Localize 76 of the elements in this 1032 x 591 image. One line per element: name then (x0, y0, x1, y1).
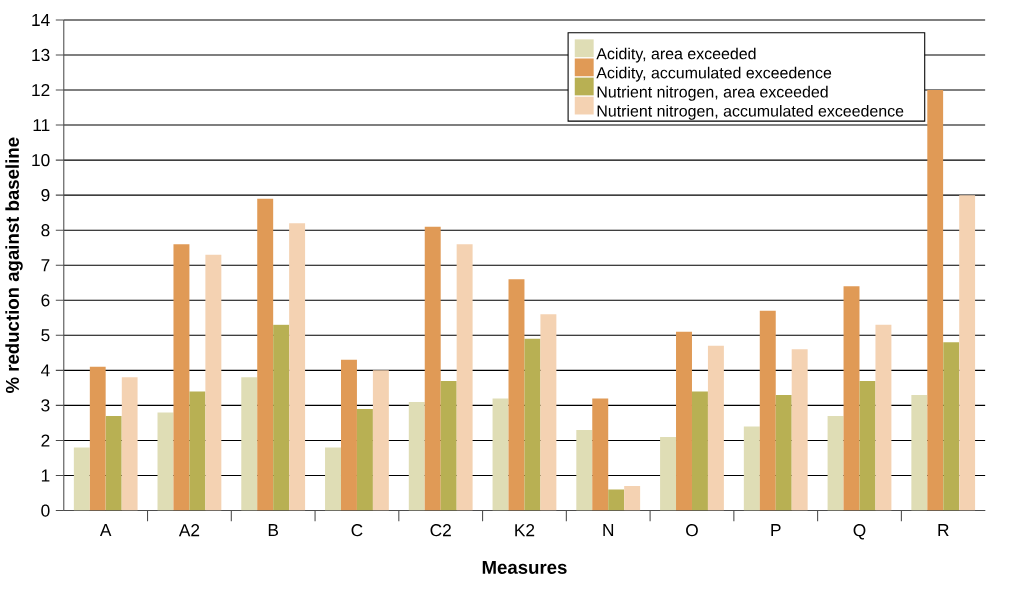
y-axis-title: % reduction against baseline (5, 137, 23, 393)
bar (325, 447, 341, 511)
y-tick-label: 10 (32, 153, 50, 167)
y-tick-label: 9 (41, 188, 50, 202)
x-tick-label: Q (853, 523, 866, 540)
bar (440, 380, 457, 511)
bar (189, 391, 206, 511)
bar (173, 244, 190, 511)
y-tick-label: 1 (41, 469, 50, 482)
bar (121, 377, 138, 511)
bar (492, 398, 509, 511)
x-tick-label: K2 (515, 523, 535, 537)
y-tick-label: 3 (41, 399, 50, 412)
bar (289, 223, 306, 511)
y-tick-label: 11 (33, 118, 50, 131)
bar (791, 349, 808, 511)
bar (524, 338, 541, 511)
bar (89, 366, 106, 511)
x-tick-label: R (938, 523, 949, 536)
x-tick-label: C (351, 523, 363, 537)
bar (827, 415, 844, 511)
bar (241, 377, 258, 511)
y-tick-label: 5 (41, 329, 50, 342)
legend-label: Nutrient nitrogen, accumulated exceedence (597, 104, 904, 120)
bar (759, 310, 776, 511)
y-tick-label: 14 (32, 13, 50, 26)
bar (257, 198, 274, 511)
legend-label: Acidity, area exceeded (596, 47, 756, 63)
bar (592, 398, 609, 511)
bar (540, 314, 557, 511)
x-tick-label: P (771, 523, 781, 536)
x-tick-label: A (99, 523, 112, 536)
bar (676, 331, 692, 511)
y-tick-label: 7 (41, 259, 50, 272)
bar (624, 485, 641, 511)
bar (157, 412, 174, 511)
y-tick-label: 8 (41, 223, 50, 237)
bar (372, 370, 389, 511)
x-tick-label: A2 (178, 523, 200, 537)
bar (775, 394, 792, 511)
bar (875, 324, 892, 511)
y-tick-label: 2 (41, 434, 50, 447)
x-tick-label: N (603, 523, 614, 536)
bar (743, 426, 760, 511)
bar (105, 415, 122, 511)
y-tick-label: 6 (41, 294, 50, 307)
x-axis-title: Measures (482, 560, 567, 574)
y-tick-label: 13 (32, 48, 50, 61)
bar (205, 254, 222, 511)
bar (660, 436, 677, 511)
x-tick-label: C2 (430, 523, 451, 537)
bar (927, 89, 944, 511)
bar (859, 380, 876, 511)
bar (843, 286, 860, 511)
bar (73, 447, 90, 511)
bar (707, 345, 724, 511)
bar (959, 195, 976, 511)
y-tick-label: 0 (41, 504, 50, 517)
legend-label: Nutrient nitrogen, area exceeded (597, 85, 828, 101)
bar (911, 394, 928, 511)
bar (456, 244, 473, 511)
bar (576, 429, 593, 511)
x-tick-label: B (268, 523, 279, 536)
bar (608, 489, 625, 511)
y-tick-label: 4 (41, 364, 50, 377)
bar (273, 324, 290, 511)
bar (943, 342, 960, 511)
bar (356, 408, 373, 511)
bar (408, 401, 425, 511)
bar (340, 359, 357, 511)
x-tick-label: O (686, 523, 698, 537)
y-tick-label: 12 (32, 83, 50, 96)
legend-label: Acidity, accumulated exceedence (596, 66, 832, 82)
bar (424, 226, 441, 511)
bar (508, 279, 525, 511)
bar (691, 391, 708, 511)
